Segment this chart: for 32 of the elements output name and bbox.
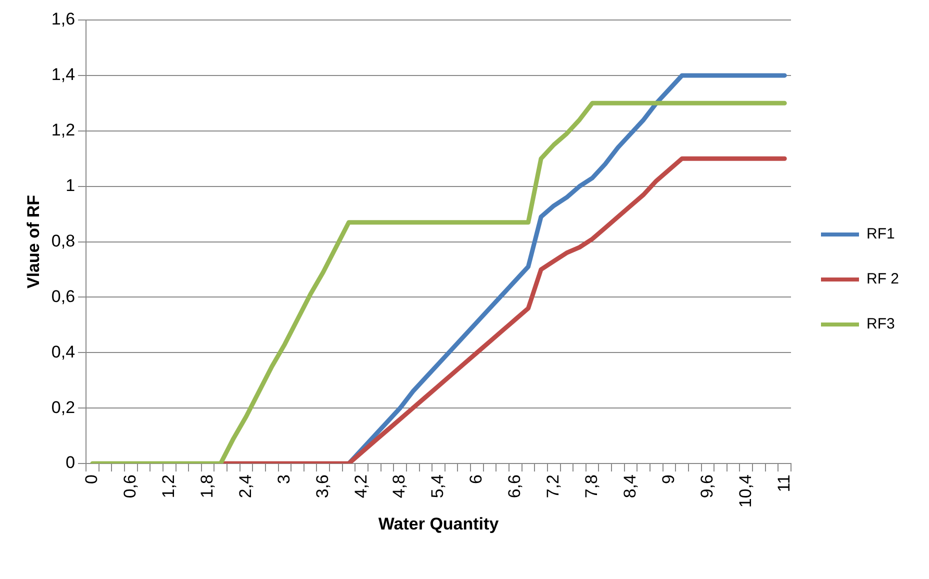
x-tick-label: 9 bbox=[658, 474, 678, 484]
x-tick-label: 4,2 bbox=[351, 474, 370, 498]
x-tick-label: 1,2 bbox=[159, 474, 178, 498]
x-tick-label: 1,8 bbox=[197, 474, 216, 498]
y-tick-label: 1 bbox=[66, 176, 76, 196]
x-tick-label: 8,4 bbox=[620, 474, 640, 498]
x-tick-label: 2,4 bbox=[236, 474, 255, 498]
x-tick-label: 3 bbox=[274, 474, 294, 484]
y-tick-label: 0,8 bbox=[51, 231, 76, 250]
x-tick-label: 10,4 bbox=[736, 474, 755, 508]
x-tick-label: 3,6 bbox=[312, 474, 332, 498]
legend-label: RF 2 bbox=[866, 270, 900, 288]
x-tick-label: 7,8 bbox=[582, 474, 602, 498]
x-tick-label: 11 bbox=[774, 474, 794, 492]
x-tick-label: 9,6 bbox=[697, 474, 716, 498]
y-tick-label: 0,2 bbox=[51, 398, 76, 417]
x-tick-label: 5,4 bbox=[428, 474, 448, 498]
x-tick-label: 6 bbox=[466, 474, 486, 484]
x-axis-title: Water Quantity bbox=[378, 514, 500, 534]
y-tick-label: 1,2 bbox=[51, 120, 76, 140]
x-tick-label: 6,6 bbox=[505, 474, 524, 498]
x-tick-label: 0 bbox=[82, 474, 102, 484]
x-tick-label: 0,6 bbox=[120, 474, 140, 498]
y-tick-label: 0,6 bbox=[51, 286, 76, 306]
y-tick-label: 1,4 bbox=[51, 65, 76, 84]
legend-label: RF3 bbox=[866, 316, 895, 333]
y-axis-title: Vlaue of RF bbox=[24, 195, 43, 289]
y-tick-label: 1,6 bbox=[51, 10, 76, 29]
x-tick-label: 7,2 bbox=[544, 474, 563, 498]
x-tick-label: 4,8 bbox=[390, 474, 409, 498]
y-tick-label: 0,4 bbox=[51, 342, 76, 362]
legend-label: RF1 bbox=[866, 226, 895, 243]
